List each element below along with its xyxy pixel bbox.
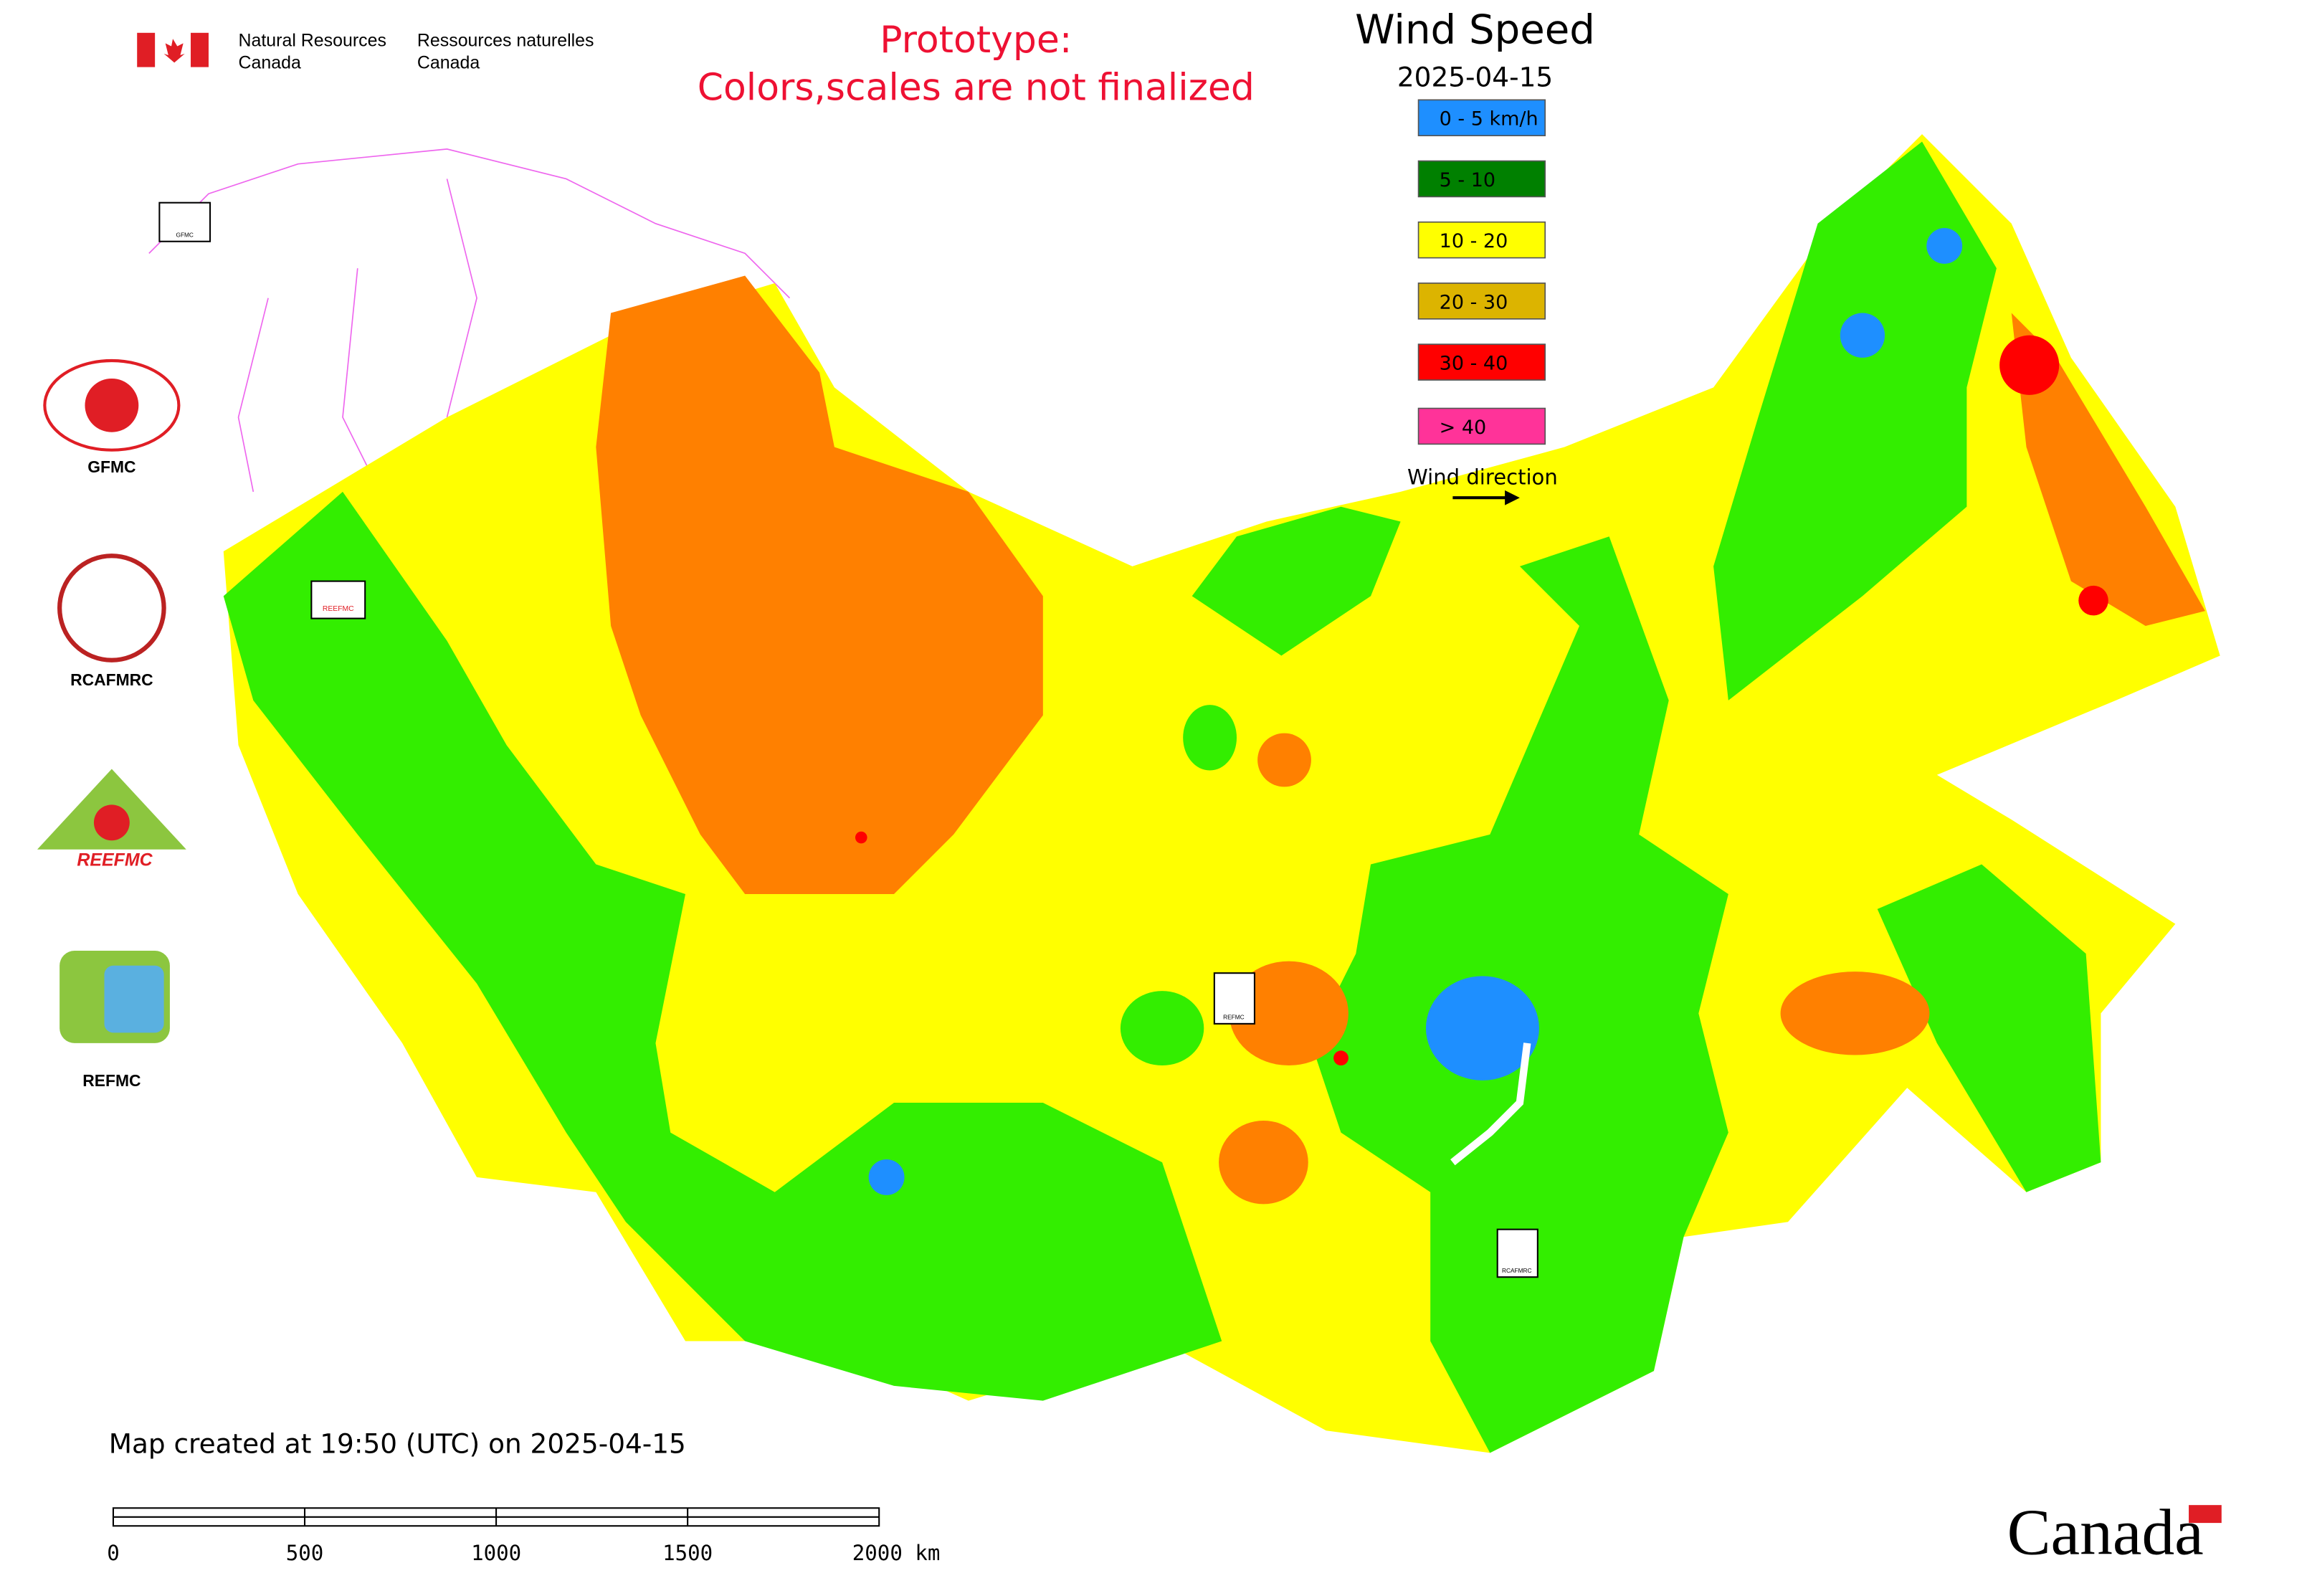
map-markers: GFMC REEFMC REFMC RCAFMRC <box>158 201 1538 1278</box>
legend-title: Wind Speed <box>1355 6 1595 53</box>
created-note: Map created at 19:50 (UTC) on 2025-04-15 <box>109 1428 686 1459</box>
legend-swatch <box>1417 407 1546 445</box>
legend-label: 30 - 40 <box>1440 352 1508 374</box>
region <box>1120 991 1204 1066</box>
legend-label: 10 - 20 <box>1440 230 1508 252</box>
region <box>1192 506 1401 656</box>
marker-box <box>1213 972 1255 1025</box>
region <box>223 491 1222 1401</box>
wordmark: Canada <box>2007 1496 2204 1569</box>
logo-gfmc <box>85 378 139 432</box>
region <box>1425 976 1539 1080</box>
legend-swatch <box>1417 343 1546 381</box>
region <box>1333 1050 1349 1066</box>
region <box>1780 972 1930 1055</box>
lake <box>1450 1042 1531 1166</box>
legend-swatch <box>1417 160 1546 198</box>
notice: Prototype: <box>880 19 1072 62</box>
logo-rcafmrc <box>57 554 166 662</box>
region <box>2011 313 2205 626</box>
marker-box <box>158 201 211 242</box>
scale-label: 0 <box>107 1541 120 1565</box>
region <box>1713 141 1997 700</box>
agency-fr: Canada <box>417 53 480 73</box>
scale-label: 1500 <box>662 1541 713 1565</box>
scale-label: 2000 km <box>852 1541 941 1565</box>
logo-label: GFMC <box>87 457 135 476</box>
logos: GFMC RCAFMRC REEFMC REFMC <box>37 358 186 1090</box>
agency-fr: Ressources naturelles <box>417 30 594 50</box>
region <box>1219 1120 1308 1205</box>
marker-label: REEFMC <box>323 605 354 613</box>
marker-box <box>1496 1228 1538 1278</box>
notice: Colors,scales are not finalized <box>698 66 1255 109</box>
legend-label: > 40 <box>1440 417 1487 439</box>
header: Natural Resources Canada Ressources natu… <box>137 19 1255 109</box>
scale-label: 1000 <box>471 1541 521 1565</box>
marker-box <box>310 580 366 619</box>
marker-label: REFMC <box>1223 1014 1245 1021</box>
maple-leaf <box>163 39 185 63</box>
region <box>868 1159 905 1195</box>
region <box>1183 705 1237 771</box>
agency-en: Natural Resources <box>239 30 386 50</box>
logo-label: REFMC <box>82 1071 141 1090</box>
legend-label: 0 - 5 km/h <box>1440 108 1538 130</box>
region <box>1926 228 1963 264</box>
legend-label: 20 - 30 <box>1440 291 1508 313</box>
region <box>1999 335 2060 395</box>
logo-refmc <box>104 965 164 1033</box>
flag-band <box>137 32 156 67</box>
flag-band <box>191 32 209 67</box>
logo-gfmc <box>43 358 181 452</box>
region <box>1840 313 1885 358</box>
wordmark-flag <box>2189 1505 2222 1524</box>
footer: Map created at 19:50 (UTC) on 2025-04-15… <box>107 1428 2222 1569</box>
scale-label: 500 <box>286 1541 324 1565</box>
region <box>1877 864 2101 1192</box>
region <box>596 275 1043 895</box>
region <box>855 831 867 844</box>
logo-reefmc <box>93 804 130 841</box>
marker-label: RCAFMRC <box>1502 1267 1531 1274</box>
legend-label: 5 - 10 <box>1440 169 1495 191</box>
legend-swatch <box>1417 282 1546 320</box>
direction-label: Wind direction <box>1407 465 1558 490</box>
marker-label: GFMC <box>176 232 193 239</box>
logo-label: RCAFMRC <box>70 670 153 689</box>
region <box>2078 585 2108 616</box>
agency-en: Canada <box>239 53 301 73</box>
border-lines <box>148 148 791 508</box>
logo-label: REEFMC <box>77 850 153 870</box>
map <box>148 134 2220 1453</box>
region <box>1229 961 1349 1066</box>
legend-swatch <box>1417 221 1546 259</box>
legend-date: 2025-04-15 <box>1397 62 1553 93</box>
legend: Wind Speed 2025-04-15 Wind direction 0 -… <box>1355 6 1595 505</box>
region <box>1257 733 1311 787</box>
legend-swatch <box>1417 99 1546 137</box>
direction-arrow-head <box>1505 490 1520 505</box>
